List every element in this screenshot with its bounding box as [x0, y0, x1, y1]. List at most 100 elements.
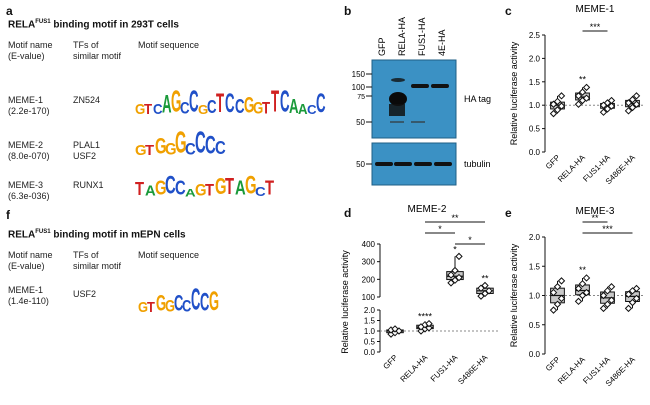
data-point	[578, 291, 587, 300]
y-tick-label: 2.0	[364, 306, 376, 315]
logo-letter: T	[205, 180, 215, 199]
data-point	[557, 277, 566, 285]
data-point	[624, 99, 633, 107]
logo-letter: C	[185, 139, 196, 158]
logo-letter: A	[185, 185, 196, 199]
blot-ha-membrane	[371, 59, 457, 139]
logo-letter: G	[155, 289, 166, 316]
data-point	[632, 92, 641, 100]
data-point	[455, 252, 463, 261]
label-tubulin: tubulin	[464, 159, 491, 169]
panel-f-letter: f	[6, 208, 10, 222]
significance-label: **	[579, 265, 587, 275]
data-point	[574, 100, 583, 108]
x-tick-label: RELA-HA	[399, 353, 430, 384]
data-point	[599, 304, 608, 313]
data-point	[574, 284, 583, 293]
band-rela-ha-low	[390, 121, 404, 123]
y-axis-label: Relative luciferase activity	[509, 243, 519, 347]
data-point	[603, 300, 612, 308]
lane-label: 4E-HA	[437, 29, 447, 56]
y-tick-label: 1.0	[529, 292, 541, 301]
data-point	[599, 291, 608, 300]
data-point	[628, 103, 637, 112]
header-motif-name: Motif name	[8, 40, 53, 50]
y-tick-label: 1.5	[529, 78, 541, 87]
panel-e-letter: e	[505, 206, 512, 220]
data-point	[455, 273, 463, 282]
band-rela-ha-smear	[389, 104, 405, 116]
panel-a-title-main: RELA	[8, 19, 36, 31]
logo-letter: A	[145, 182, 156, 199]
motif-2-tf2: USF2	[73, 151, 97, 161]
logo-letter: T	[270, 83, 279, 118]
y-tick-label: 400	[362, 240, 376, 249]
logo-letter: G	[165, 139, 177, 158]
logo-letter: G	[135, 141, 147, 158]
y-tick-label: 1.0	[529, 101, 541, 110]
logo-letter: C	[207, 96, 217, 117]
logo-letter: G	[155, 132, 167, 159]
band-fus1-ha-low	[411, 121, 425, 123]
marker-50-tubulin: 50	[356, 160, 365, 169]
f-header-tfs2: similar motif	[73, 261, 122, 271]
logo-letter: C	[189, 83, 199, 118]
panel-f-header-tfs: TFs of similar motif	[73, 250, 121, 272]
logo-letter: C	[195, 124, 206, 159]
y-tick-label: 1.0	[364, 327, 376, 336]
data-point	[607, 102, 616, 110]
logo-letter: A	[162, 89, 172, 118]
motif-2-name: MEME-2	[8, 140, 44, 150]
logo-letter: T	[144, 100, 153, 117]
significance-label: **	[579, 74, 587, 84]
panel-d-letter: d	[344, 206, 352, 220]
logo-letter: T	[135, 178, 145, 199]
logo-letter: C	[205, 130, 216, 159]
data-point	[549, 109, 558, 118]
lane-label: GFP	[377, 37, 387, 56]
x-tick-label: GFP	[544, 153, 562, 171]
chart-title: MEME-1	[576, 4, 615, 15]
y-tick-label: 2.0	[529, 54, 541, 63]
data-point	[632, 100, 641, 108]
data-point	[549, 288, 558, 297]
y-tick-label: 0.5	[364, 338, 376, 347]
significance-label: **	[451, 213, 459, 223]
significance-label: ***	[602, 224, 613, 234]
logo-letter: G	[155, 176, 167, 200]
data-point	[582, 94, 591, 102]
logo-letter: C	[175, 176, 186, 200]
chart-meme-1: MEME-1 0.0 0.5 1.0 1.5 2.0 2.5 Relative lucifer…	[509, 4, 645, 186]
logo-letter: C	[255, 183, 266, 199]
logo-letter: T	[225, 172, 235, 200]
header-evalue: (E-value)	[8, 51, 45, 61]
data-point	[582, 274, 591, 282]
lane-label: RELA-HA	[397, 17, 407, 56]
panel-f-title-sup: FUS1	[35, 229, 51, 235]
panel-b-letter: b	[344, 4, 352, 18]
band-rela-ha	[389, 92, 407, 106]
logo-letter: G	[252, 98, 263, 117]
logo-letter: C	[225, 87, 236, 118]
motif-1-name: MEME-1	[8, 95, 44, 105]
logo-letter: T	[261, 98, 270, 117]
panel-a-title: RELAFUS1 binding motif in 293T cells	[8, 19, 179, 30]
data-point	[425, 319, 433, 328]
motif-row-2-name: MEME-2 (8.0e-070)	[8, 140, 50, 162]
motif-2-tf: PLAL1	[73, 140, 101, 150]
marker-75: 75	[357, 94, 365, 101]
logo-letter: C	[234, 94, 245, 118]
logo-letter: G	[171, 83, 182, 118]
data-point	[481, 281, 489, 290]
marker-100: 100	[352, 83, 366, 92]
f-header-motif-sequence: Motif sequence	[138, 250, 200, 260]
data-point	[553, 106, 562, 114]
panel-f-header-name: Motif name (E-value)	[8, 250, 53, 272]
band-4e-ha	[431, 84, 449, 88]
logo-letter: G	[243, 91, 254, 118]
panel-a-title-sup: FUS1	[35, 19, 51, 25]
